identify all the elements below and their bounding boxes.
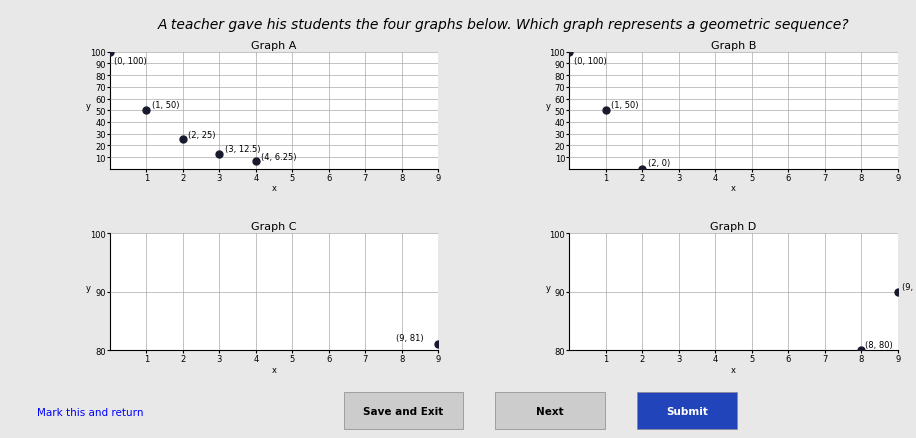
Text: (9, 81): (9, 81)	[397, 333, 424, 343]
Text: Save and Exit: Save and Exit	[363, 406, 443, 416]
Text: (1, 50): (1, 50)	[612, 101, 639, 110]
Bar	[344, 392, 463, 429]
Point	[139, 107, 154, 114]
Bar	[637, 392, 737, 429]
Y-axis label: y: y	[546, 283, 551, 292]
Text: A teacher gave his students the four graphs below. Which graph represents a geom: A teacher gave his students the four gra…	[158, 18, 850, 32]
Title: Graph A: Graph A	[251, 40, 297, 50]
Bar	[495, 392, 605, 429]
X-axis label: x: x	[731, 365, 736, 374]
Text: (0, 100): (0, 100)	[573, 57, 606, 66]
Text: (9, 90): (9, 90)	[902, 282, 916, 291]
Point	[598, 107, 613, 114]
Y-axis label: y: y	[546, 102, 551, 111]
Title: Graph C: Graph C	[251, 222, 297, 231]
Point	[635, 166, 649, 173]
Title: Graph B: Graph B	[711, 40, 757, 50]
Text: Submit: Submit	[666, 406, 708, 416]
Text: (8, 80): (8, 80)	[866, 341, 893, 350]
Title: Graph D: Graph D	[711, 222, 757, 231]
Point	[854, 347, 868, 354]
Text: (2, 25): (2, 25)	[189, 131, 216, 139]
Point	[212, 151, 226, 158]
Point	[176, 137, 191, 144]
Point	[103, 49, 117, 56]
Text: (3, 12.5): (3, 12.5)	[225, 145, 260, 154]
Point	[431, 341, 445, 348]
Text: (4, 6.25): (4, 6.25)	[261, 152, 297, 161]
Point	[890, 289, 905, 296]
Point	[248, 159, 263, 166]
X-axis label: x: x	[271, 184, 277, 193]
Text: (2, 0): (2, 0)	[648, 158, 671, 167]
Point	[562, 49, 577, 56]
X-axis label: x: x	[271, 365, 277, 374]
X-axis label: x: x	[731, 184, 736, 193]
Y-axis label: y: y	[86, 102, 91, 111]
Y-axis label: y: y	[86, 283, 91, 292]
Text: (0, 100): (0, 100)	[114, 57, 147, 66]
Text: Next: Next	[536, 406, 563, 416]
Text: Mark this and return: Mark this and return	[37, 407, 143, 417]
Text: (1, 50): (1, 50)	[152, 101, 180, 110]
